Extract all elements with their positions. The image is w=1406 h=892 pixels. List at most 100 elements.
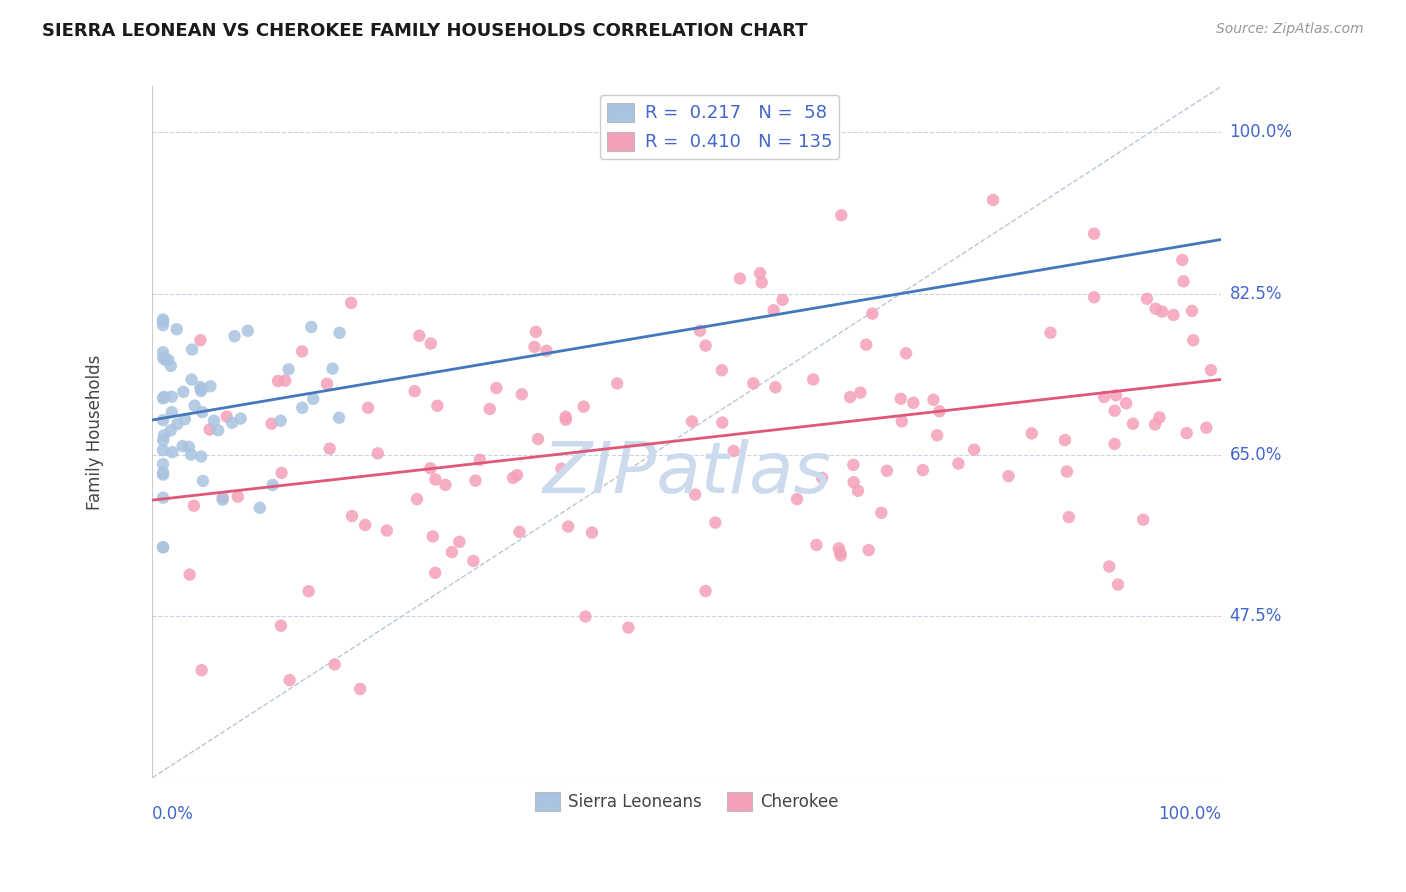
Point — [152, 345, 174, 359]
Point — [1083, 227, 1105, 241]
Point — [152, 314, 174, 328]
Point — [277, 362, 299, 376]
Text: SIERRA LEONEAN VS CHEROKEE FAMILY HOUSEHOLDS CORRELATION CHART: SIERRA LEONEAN VS CHEROKEE FAMILY HOUSEH… — [42, 22, 807, 40]
Point — [152, 457, 174, 471]
Point — [270, 466, 292, 480]
Point — [1057, 510, 1080, 524]
Point — [1122, 417, 1144, 431]
Point — [177, 440, 200, 454]
Point — [157, 353, 180, 368]
Point — [166, 322, 188, 336]
Point — [1107, 577, 1129, 591]
Point — [572, 400, 595, 414]
Point — [270, 618, 292, 632]
Point — [527, 432, 550, 446]
Point — [190, 663, 212, 677]
Point — [153, 352, 176, 367]
Point — [249, 500, 271, 515]
Point — [160, 405, 183, 419]
Text: 100.0%: 100.0% — [1159, 805, 1222, 823]
Text: Source: ZipAtlas.com: Source: ZipAtlas.com — [1216, 22, 1364, 37]
Point — [1132, 513, 1154, 527]
Point — [1039, 326, 1062, 340]
Point — [191, 405, 214, 419]
Text: 47.5%: 47.5% — [1230, 607, 1282, 625]
Point — [1171, 252, 1194, 267]
Point — [1175, 426, 1198, 441]
Point — [159, 359, 181, 373]
Point — [179, 567, 201, 582]
Point — [152, 434, 174, 448]
Point — [524, 325, 547, 339]
Point — [211, 491, 233, 505]
Point — [554, 413, 576, 427]
Point — [425, 566, 447, 580]
Point — [1182, 333, 1205, 347]
Point — [160, 390, 183, 404]
Point — [152, 443, 174, 458]
Point — [1092, 390, 1115, 404]
Text: ZIPatlas: ZIPatlas — [543, 439, 831, 508]
Point — [606, 376, 628, 391]
Point — [190, 450, 212, 464]
Point — [153, 428, 176, 442]
Point — [710, 363, 733, 377]
Point — [1163, 308, 1185, 322]
Point — [152, 413, 174, 427]
Point — [1144, 301, 1167, 316]
Point — [876, 464, 898, 478]
Point — [806, 538, 828, 552]
Point — [839, 390, 862, 404]
Point — [963, 442, 986, 457]
Point — [689, 324, 711, 338]
Point — [485, 381, 508, 395]
Point — [152, 312, 174, 326]
Point — [180, 373, 202, 387]
Point — [278, 673, 301, 687]
Point — [463, 554, 485, 568]
Point — [328, 410, 350, 425]
Point — [183, 399, 205, 413]
Point — [1056, 465, 1078, 479]
Point — [302, 392, 325, 406]
Point — [506, 468, 529, 483]
Point — [842, 458, 865, 472]
Point — [903, 396, 925, 410]
Point — [152, 541, 174, 555]
Point — [180, 448, 202, 462]
Point — [911, 463, 934, 477]
Point — [152, 541, 174, 555]
Point — [202, 414, 225, 428]
Point — [948, 457, 970, 471]
Point — [1115, 396, 1137, 410]
Point — [704, 516, 727, 530]
Point — [406, 492, 429, 507]
Point — [152, 351, 174, 365]
Point — [478, 401, 501, 416]
Point — [751, 276, 773, 290]
Point — [786, 492, 808, 507]
Point — [1195, 420, 1218, 434]
Point — [152, 466, 174, 480]
Point — [695, 584, 717, 599]
Point — [1105, 388, 1128, 402]
Point — [449, 534, 471, 549]
Point — [181, 343, 204, 357]
Point — [1136, 292, 1159, 306]
Point — [329, 326, 352, 340]
Point — [224, 329, 246, 343]
Point — [742, 376, 765, 391]
Point — [323, 657, 346, 672]
Point — [728, 271, 751, 285]
Point — [159, 423, 181, 437]
Point — [858, 543, 880, 558]
Point — [152, 318, 174, 332]
Point — [523, 340, 546, 354]
Point — [828, 541, 851, 556]
Point — [267, 374, 290, 388]
Text: 100.0%: 100.0% — [1230, 123, 1292, 142]
Point — [152, 491, 174, 505]
Point — [811, 471, 834, 485]
Point — [772, 293, 794, 307]
Text: 65.0%: 65.0% — [1230, 446, 1282, 464]
